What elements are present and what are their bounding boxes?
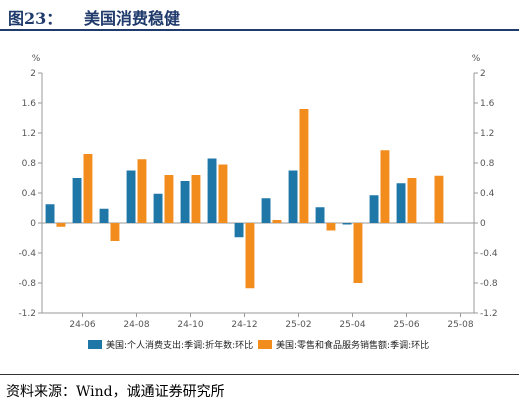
- y-tick-label-right: -0.8: [480, 279, 498, 289]
- bar-series2: [191, 175, 201, 223]
- left-unit-label: %: [32, 54, 41, 64]
- figure-number: 图23：: [8, 9, 63, 28]
- x-tick-label: 24-08: [123, 320, 149, 330]
- y-tick-label-right: 0.8: [480, 159, 495, 169]
- bar-series2: [137, 159, 147, 223]
- x-tick-label: 24-10: [177, 320, 203, 330]
- bar-chart: % % 2 2 1.6 1.6 1.2 1.2 0.8 0.8 0.4 0.4 0 0 -0.4 -0.4 -0…: [18, 54, 497, 351]
- y-tick-label-right: 0: [480, 219, 486, 229]
- y-tick-label-right: -1.2: [480, 309, 498, 319]
- legend-item-series2-label: 美国:零售和食品服务销售额:季调:环比: [276, 339, 429, 351]
- bar-series1: [99, 208, 109, 223]
- bar-series1: [72, 178, 82, 223]
- bar-series1: [288, 170, 298, 223]
- bar-series2: [380, 150, 390, 223]
- source-divider: [0, 374, 519, 375]
- legend: 美国:个人消费支出:季调:折年数:环比 美国:零售和食品服务销售额:季调:环比: [88, 339, 429, 351]
- y-tick-label-left: -0.8: [18, 279, 36, 289]
- y-tick-label-left: -0.4: [18, 249, 36, 259]
- title-divider: [0, 29, 519, 31]
- bar-series1: [153, 193, 163, 223]
- bar-series2: [164, 175, 174, 223]
- bar-series2: [299, 109, 309, 223]
- y-tick-label-right: 1.2: [480, 129, 494, 139]
- y-tick-label-right: 0.4: [480, 189, 495, 199]
- right-unit-label: %: [472, 54, 481, 64]
- bar-series2: [56, 223, 66, 227]
- bar-series2: [245, 223, 255, 289]
- ticks-layer: % % 2 2 1.6 1.6 1.2 1.2 0.8 0.8 0.4 0.4 0 0 -0.4 -0.4 -0…: [18, 54, 497, 330]
- bar-series1: [234, 223, 244, 238]
- bar-series2: [434, 175, 444, 223]
- bar-series2: [326, 223, 336, 231]
- y-tick-label-right: 1.6: [480, 99, 495, 109]
- bar-series1: [207, 158, 217, 223]
- x-tick-label: 25-02: [285, 320, 311, 330]
- bar-series1: [396, 183, 406, 223]
- figure-title: 美国消费稳健: [84, 9, 181, 28]
- bar-series2: [218, 164, 228, 223]
- bar-series2: [353, 223, 363, 283]
- y-tick-label-left: 2: [30, 69, 36, 79]
- y-tick-label-right: 2: [480, 69, 486, 79]
- bar-series1: [369, 195, 379, 223]
- x-tick-label: 24-06: [69, 320, 95, 330]
- x-tick-label: 24-12: [231, 320, 257, 330]
- y-tick-label-right: -0.4: [480, 249, 498, 259]
- bar-series2: [272, 220, 282, 223]
- y-tick-label-left: 0.8: [22, 159, 37, 169]
- x-tick-label: 25-04: [339, 320, 365, 330]
- figure-header: 图23： 美国消费稳健: [0, 0, 519, 30]
- bar-series2: [83, 154, 93, 223]
- bar-series2: [407, 178, 417, 223]
- bar-series1: [315, 207, 325, 223]
- bar-series1: [45, 204, 55, 223]
- legend-item-series1-label: 美国:个人消费支出:季调:折年数:环比: [106, 339, 253, 351]
- bar-series1: [126, 170, 136, 223]
- bar-series1: [342, 223, 352, 225]
- bar-series1: [180, 181, 190, 223]
- y-tick-label-left: 0: [30, 219, 36, 229]
- y-tick-label-left: 0.4: [22, 189, 37, 199]
- x-tick-label: 25-08: [447, 320, 473, 330]
- y-tick-label-left: 1.2: [22, 129, 36, 139]
- bar-series2: [110, 223, 120, 241]
- source-note: 资料来源：Wind，诚通证券研究所: [6, 384, 225, 400]
- y-tick-label-left: -1.2: [18, 309, 36, 319]
- y-tick-label-left: 1.6: [22, 99, 37, 109]
- bar-series1: [261, 198, 271, 223]
- legend-item-series2-swatch: [258, 340, 272, 349]
- legend-item-series1-swatch: [88, 340, 102, 349]
- bars-layer: [45, 109, 444, 289]
- x-tick-label: 25-06: [393, 320, 419, 330]
